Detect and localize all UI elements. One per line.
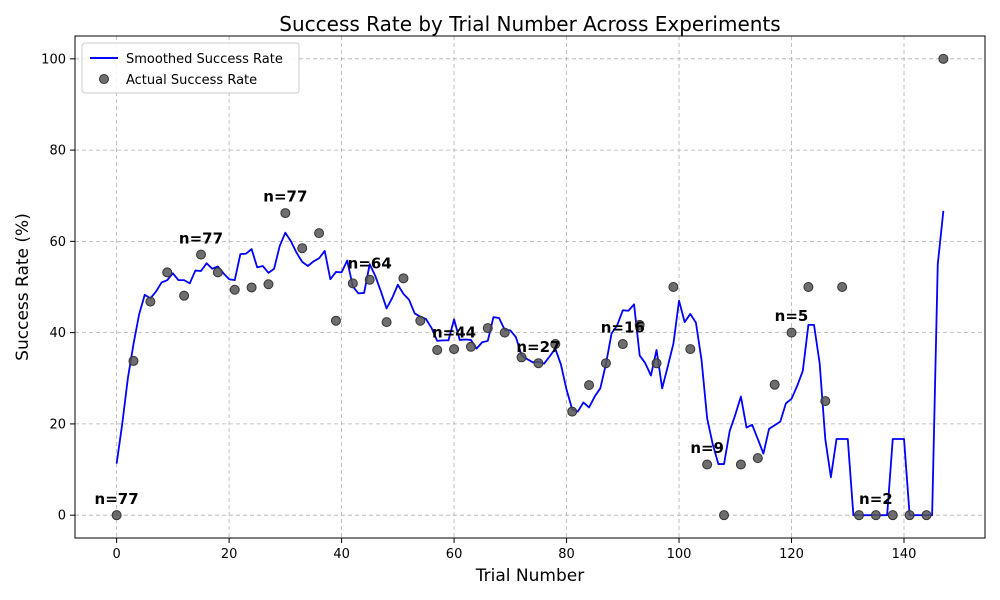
x-tick-label: 140	[892, 547, 917, 562]
actual-success-rate-point	[938, 53, 949, 64]
actual-success-rate-point	[246, 282, 257, 293]
actual-success-rate-point	[584, 380, 595, 391]
actual-success-rate-point	[263, 279, 274, 290]
actual-success-rate-point	[887, 510, 898, 521]
x-tick-label: 40	[333, 547, 350, 562]
legend-label-scatter: Actual Success Rate	[126, 73, 257, 88]
sample-size-annotation: n=77	[179, 230, 223, 248]
actual-success-rate-point	[719, 510, 730, 521]
actual-success-rate-point	[449, 344, 460, 355]
actual-success-rate-point	[786, 327, 797, 338]
actual-success-rate-point	[297, 243, 308, 254]
actual-success-rate-point	[381, 317, 392, 328]
actual-success-rate-point	[364, 274, 375, 285]
legend-box	[81, 42, 300, 94]
actual-success-rate-point	[516, 352, 527, 363]
x-tick-label: 80	[558, 547, 575, 562]
legend-marker-swatch	[99, 74, 109, 84]
x-tick-label: 0	[112, 547, 120, 562]
chart-title: Success Rate by Trial Number Across Expe…	[279, 12, 780, 36]
actual-success-rate-point	[111, 510, 122, 521]
sample-size-annotation: n=44	[432, 324, 476, 342]
actual-success-rate-point	[330, 315, 341, 326]
actual-success-rate-point	[314, 228, 325, 239]
actual-success-rate-point	[482, 323, 493, 334]
actual-success-rate-point	[634, 319, 645, 330]
actual-success-rate-point	[668, 282, 679, 292]
actual-success-rate-point	[465, 341, 476, 352]
actual-success-rate-point	[803, 282, 814, 292]
actual-success-rate-point	[651, 358, 662, 369]
actual-success-rate-point	[921, 510, 932, 521]
y-tick-label: 40	[49, 326, 66, 341]
sample-size-annotation: n=9	[690, 439, 724, 457]
actual-success-rate-point	[145, 296, 156, 307]
y-tick-label: 0	[58, 509, 66, 524]
actual-success-rate-point	[685, 344, 696, 355]
x-tick-label: 20	[221, 547, 238, 562]
actual-success-rate-point	[550, 339, 561, 350]
x-axis-title: Trial Number	[475, 566, 584, 586]
actual-success-rate-point	[870, 510, 881, 521]
sample-size-annotation: n=27	[516, 338, 560, 356]
legend-label-line: Smoothed Success Rate	[126, 52, 283, 67]
scatter-series-layer	[111, 53, 949, 521]
actual-success-rate-point	[398, 273, 409, 284]
actual-success-rate-point	[280, 208, 291, 219]
actual-success-rate-point	[617, 339, 628, 350]
legend: Smoothed Success Rate Actual Success Rat…	[81, 42, 300, 94]
y-tick-label: 60	[49, 235, 66, 250]
actual-success-rate-point	[769, 379, 780, 390]
actual-success-rate-point	[702, 459, 713, 470]
actual-success-rate-point	[820, 396, 831, 407]
y-tick-label: 80	[49, 144, 66, 159]
actual-success-rate-point	[432, 344, 443, 355]
sample-size-annotation: n=64	[348, 255, 392, 273]
actual-success-rate-point	[195, 249, 206, 260]
grid-lines	[75, 36, 985, 538]
annotation-layer: n=77 n=77 n=77 n=64 n=44 n=27 n=16 n=9 n=5 n=2	[95, 188, 893, 508]
actual-success-rate-point	[347, 278, 358, 289]
actual-success-rate-point	[415, 315, 426, 326]
sample-size-annotation: n=2	[859, 490, 893, 508]
actual-success-rate-point	[854, 510, 865, 521]
sample-size-annotation: n=5	[775, 307, 809, 325]
actual-success-rate-point	[229, 284, 240, 295]
actual-success-rate-point	[567, 406, 578, 417]
smoothed-success-rate-line	[115, 210, 945, 517]
actual-success-rate-point	[735, 459, 746, 470]
y-tick-label: 20	[49, 417, 66, 432]
actual-success-rate-point	[904, 510, 915, 521]
x-tick-label: 100	[667, 547, 692, 562]
plot-frame	[74, 35, 986, 539]
x-tick-label: 120	[779, 547, 804, 562]
sample-size-annotation: n=16	[601, 319, 645, 337]
actual-success-rate-point	[162, 267, 173, 278]
actual-success-rate-point	[533, 358, 544, 369]
actual-success-rate-point	[600, 358, 611, 369]
actual-success-rate-point	[128, 355, 139, 366]
axis-ticks: 0 20 40 60 80 100 120 140 0 20 40 60 80 100	[41, 52, 916, 562]
y-tick-label: 100	[41, 52, 66, 67]
sample-size-annotation: n=77	[95, 490, 139, 508]
actual-success-rate-point	[499, 327, 510, 338]
actual-success-rate-point	[212, 267, 223, 278]
sample-size-annotation: n=77	[263, 188, 307, 206]
x-tick-label: 60	[446, 547, 463, 562]
actual-success-rate-point	[837, 282, 848, 292]
y-axis-title: Success Rate (%)	[13, 213, 33, 361]
line-series-layer	[115, 210, 945, 517]
actual-success-rate-point	[179, 290, 190, 301]
actual-success-rate-point	[752, 453, 763, 464]
